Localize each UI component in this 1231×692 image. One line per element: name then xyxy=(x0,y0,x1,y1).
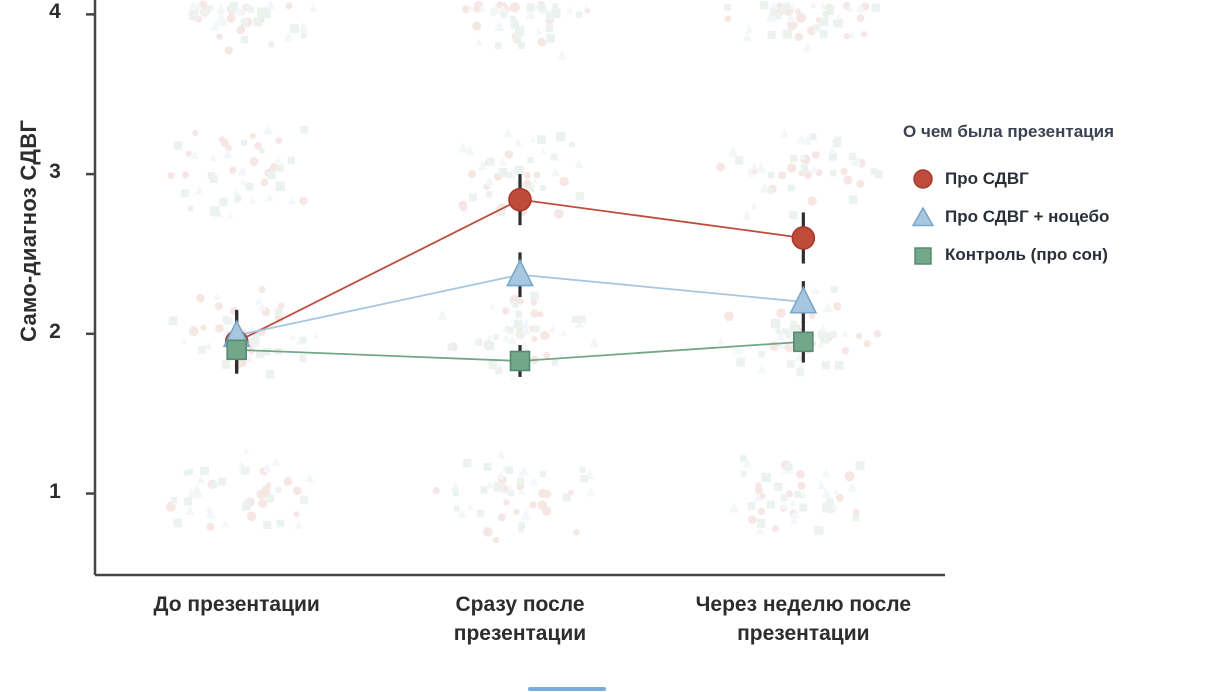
circle-marker-icon xyxy=(911,167,935,191)
y-tick-label-4: 4 xyxy=(49,0,61,24)
triangle-marker-icon xyxy=(911,205,935,229)
y-axis-title: Само-диагноз СДВГ xyxy=(16,119,41,342)
legend-label-adhd: Про СДВГ xyxy=(945,169,1029,188)
video-progress-artifact xyxy=(528,687,606,691)
y-tick-label-1: 1 xyxy=(49,479,61,503)
legend-item-control: Контроль (про сон) xyxy=(903,236,1228,274)
square-marker-icon xyxy=(911,243,935,267)
legend-item-adhd: Про СДВГ xyxy=(903,160,1228,198)
legend-item-adhd-nocebo: Про СДВГ + ноцебо xyxy=(903,198,1228,236)
legend: О чем была презентация Про СДВГ Про СДВГ… xyxy=(903,122,1228,274)
y-tick-label-2: 2 xyxy=(49,319,61,343)
y-tick-label-3: 3 xyxy=(49,160,61,184)
legend-label-adhd-nocebo: Про СДВГ + ноцебо xyxy=(945,207,1110,226)
x-label-right-after-presentation: Сразу после презентации xyxy=(453,593,587,646)
x-label-before-presentation: До презентации xyxy=(153,593,320,616)
x-label-week-after-presentation: Через неделю после презентации xyxy=(695,593,911,646)
legend-title: О чем была презентация xyxy=(903,122,1114,141)
legend-label-control: Контроль (про сон) xyxy=(945,245,1108,264)
